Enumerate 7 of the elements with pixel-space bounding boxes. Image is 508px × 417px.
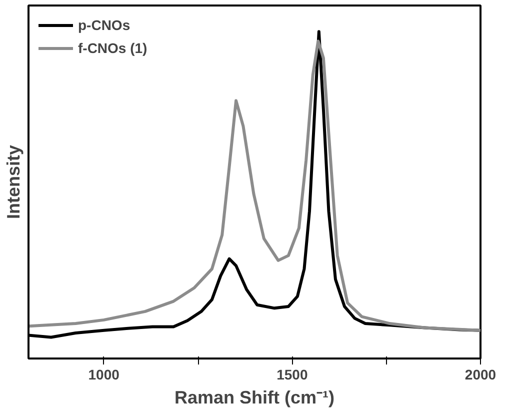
x-axis-title: Raman Shift (cm⁻¹) <box>174 388 335 408</box>
x-tick-label: 1500 <box>276 366 308 382</box>
legend-label: p-CNOs <box>78 17 130 33</box>
x-tick-label: 2000 <box>464 366 496 382</box>
y-axis-title: Intensity <box>4 144 24 220</box>
legend-label: f-CNOs (1) <box>78 40 148 56</box>
x-tick-label: 1000 <box>88 366 120 382</box>
